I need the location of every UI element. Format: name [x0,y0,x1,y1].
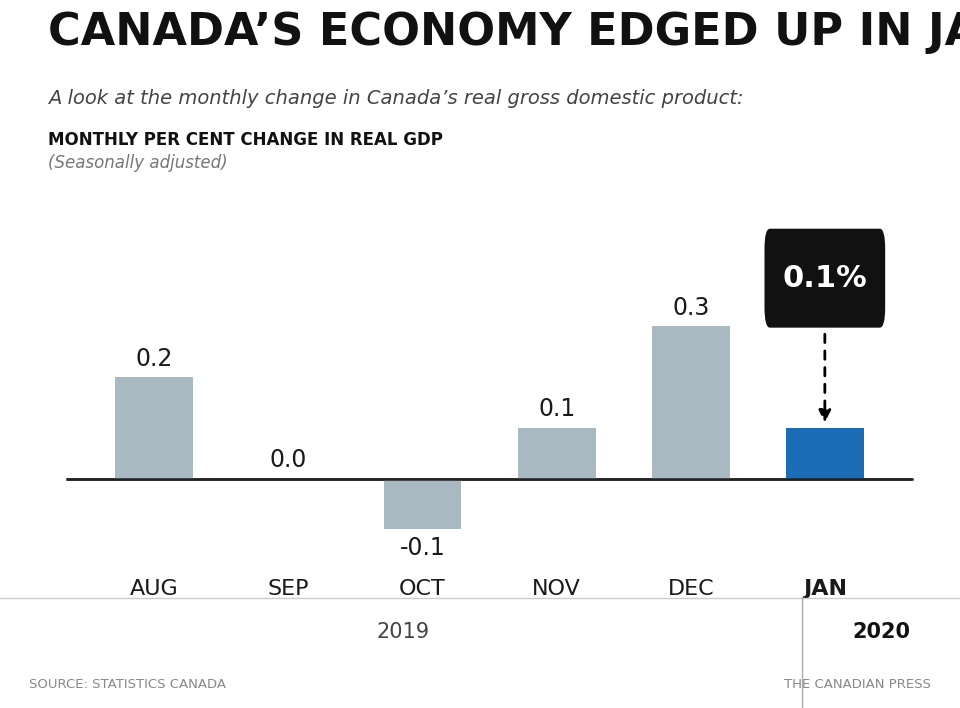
Text: THE CANADIAN PRESS: THE CANADIAN PRESS [784,678,931,691]
Bar [786,428,864,479]
Text: (Seasonally adjusted): (Seasonally adjusted) [48,154,228,171]
Text: MONTHLY PER CENT CHANGE IN REAL GDP: MONTHLY PER CENT CHANGE IN REAL GDP [48,131,443,149]
Text: DEC: DEC [667,579,714,599]
Text: 0.3: 0.3 [672,296,709,320]
Text: OCT: OCT [399,579,446,599]
Text: 0.0: 0.0 [270,448,307,472]
Bar [652,326,730,479]
Bar [384,479,462,530]
Bar [115,377,193,479]
Text: NOV: NOV [532,579,581,599]
Text: SOURCE: STATISTICS CANADA: SOURCE: STATISTICS CANADA [29,678,226,691]
Text: JAN: JAN [803,579,847,599]
Text: -0.1: -0.1 [399,536,445,560]
Text: SEP: SEP [268,579,309,599]
Text: 0.1: 0.1 [538,397,575,421]
Text: CANADA’S ECONOMY EDGED UP IN JANUARY: CANADA’S ECONOMY EDGED UP IN JANUARY [48,11,960,54]
FancyBboxPatch shape [764,229,885,328]
Text: A look at the monthly change in Canada’s real gross domestic product:: A look at the monthly change in Canada’s… [48,88,744,108]
Bar [517,428,595,479]
Text: AUG: AUG [130,579,179,599]
Text: 2019: 2019 [376,622,430,641]
Text: 0.1%: 0.1% [782,263,867,292]
Text: 0.2: 0.2 [135,346,173,370]
Text: 2020: 2020 [852,622,910,641]
